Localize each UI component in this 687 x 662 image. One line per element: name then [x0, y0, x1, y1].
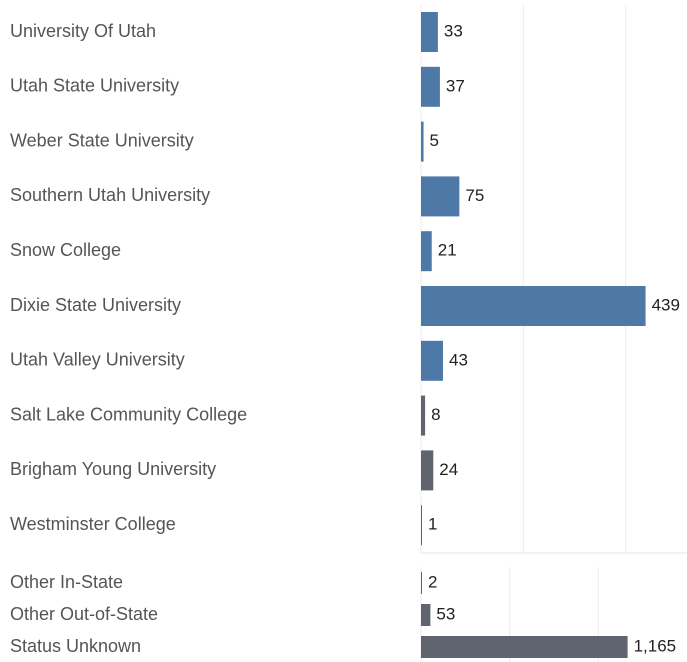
category-label: Other In-State	[10, 572, 123, 592]
category-label: University Of Utah	[10, 21, 156, 41]
bar	[421, 572, 422, 594]
value-label: 21	[438, 241, 457, 260]
value-label: 2	[428, 572, 437, 591]
bar	[421, 340, 443, 381]
value-label: 43	[449, 350, 468, 369]
value-label: 439	[652, 295, 680, 314]
bar	[421, 231, 432, 272]
value-label: 8	[431, 405, 440, 424]
category-label: Utah State University	[10, 76, 179, 96]
value-label: 53	[436, 604, 455, 623]
value-label: 5	[430, 131, 439, 150]
bar	[421, 286, 646, 326]
category-label: Westminster College	[10, 514, 176, 534]
category-label: Weber State University	[10, 130, 194, 150]
bar	[421, 176, 460, 217]
bar	[421, 395, 426, 436]
category-label: Southern Utah University	[10, 185, 210, 205]
category-label: Salt Lake Community College	[10, 404, 247, 424]
value-label: 24	[439, 460, 458, 479]
bar	[421, 450, 434, 491]
value-label: 1	[428, 515, 437, 534]
bar	[421, 604, 431, 626]
value-label: 75	[465, 186, 484, 205]
category-label: Dixie State University	[10, 295, 181, 315]
bar	[421, 636, 628, 658]
value-label: 1,165	[634, 636, 677, 655]
bar	[421, 505, 422, 546]
bar	[421, 121, 424, 162]
value-label: 37	[446, 76, 465, 95]
category-label: Brigham Young University	[10, 459, 216, 479]
category-label: Other Out-of-State	[10, 604, 158, 624]
bar	[421, 12, 438, 52]
category-label: Utah Valley University	[10, 350, 185, 370]
value-label: 33	[444, 21, 463, 40]
category-label: Status Unknown	[10, 636, 141, 656]
category-label: Snow College	[10, 240, 121, 260]
bar	[421, 66, 440, 107]
